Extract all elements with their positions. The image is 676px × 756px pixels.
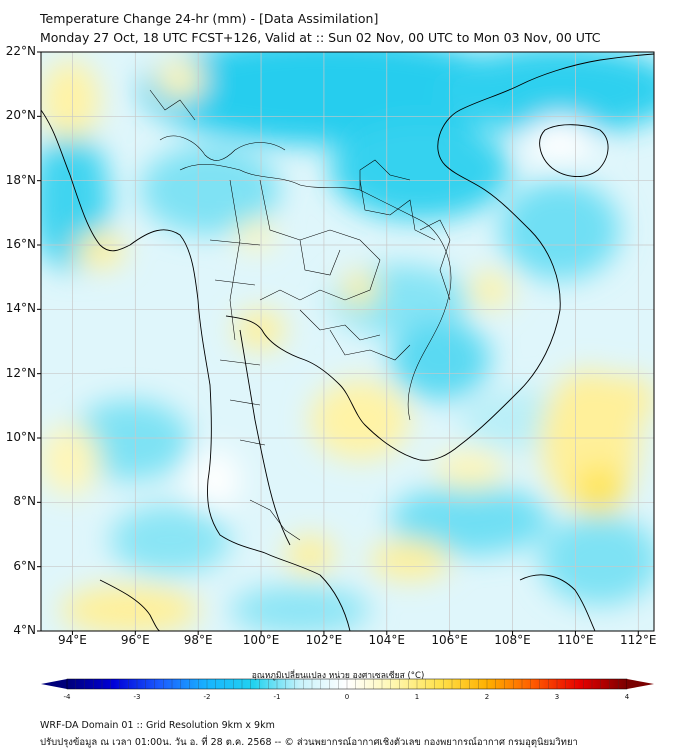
longitude-tick-label: 106°E [431,633,468,647]
longitude-tick-label: 98°E [183,633,213,647]
longitude-tick-label: 96°E [120,633,150,647]
longitude-tick-label: 100°E [242,633,280,647]
colorbar-tick-label: -2 [203,693,211,701]
map-title: Temperature Change 24-hr (mm) - [Data As… [40,11,379,26]
latitude-tick-label: 18°N [5,172,36,187]
longitude-tick-label: 94°E [57,633,87,647]
axis-ticks [37,51,639,635]
admin-borders [149,89,452,541]
colorbar-high-extension [627,679,654,689]
latitude-tick-label: 16°N [5,237,36,251]
latitude-tick-label: 12°N [5,365,36,380]
longitude-tick-label: 108°E [494,633,531,647]
footer-model-info: WRF-DA Domain 01 :: Grid Resolution 9km … [40,720,275,731]
map-border [40,51,655,632]
longitude-tick-label: 102°E [305,633,343,647]
colorbar-divisions [75,679,619,689]
colorbar-tick-label: -1 [273,693,281,701]
colorbar-tick-label: 3 [554,693,560,701]
longitude-tick-label: 112°E [620,633,657,647]
temperature-field [41,52,654,631]
latitude-tick-label: 14°N [5,301,36,316]
latitude-tick-label: 22°N [5,44,36,58]
colorbar [41,678,654,690]
latitude-tick-label: 8°N [13,494,36,509]
colorbar-tick-label: 0 [344,693,350,701]
colorbar-tick-label: 1 [414,693,420,701]
latitude-tick-label: 10°N [5,430,36,444]
longitude-tick-label: 110°E [557,633,594,647]
colorbar-title: อุณหภูมิเปลี่ยนแปลง หน่วย องศาเซลเซียส (… [251,671,425,681]
coastline [41,53,654,631]
graticule [41,52,654,631]
latitude-tick-label: 4°N [13,623,36,637]
colorbar-tick-label: 2 [484,693,490,701]
colorbar-tick-label: -4 [63,693,71,701]
latitude-tick-label: 20°N [5,108,36,123]
latitude-tick-label: 6°N [13,558,36,573]
footer-credit: ปรับปรุงข้อมูล ณ เวลา 01:00น. วัน อ. ที่… [40,737,578,748]
colorbar-tick-label: 4 [624,693,630,701]
longitude-tick-label: 104°E [368,633,406,647]
map-subtitle: Monday 27 Oct, 18 UTC FCST+126, Valid at… [40,30,601,45]
colorbar-tick-label: -3 [133,693,141,701]
colorbar-low-extension [41,679,67,689]
